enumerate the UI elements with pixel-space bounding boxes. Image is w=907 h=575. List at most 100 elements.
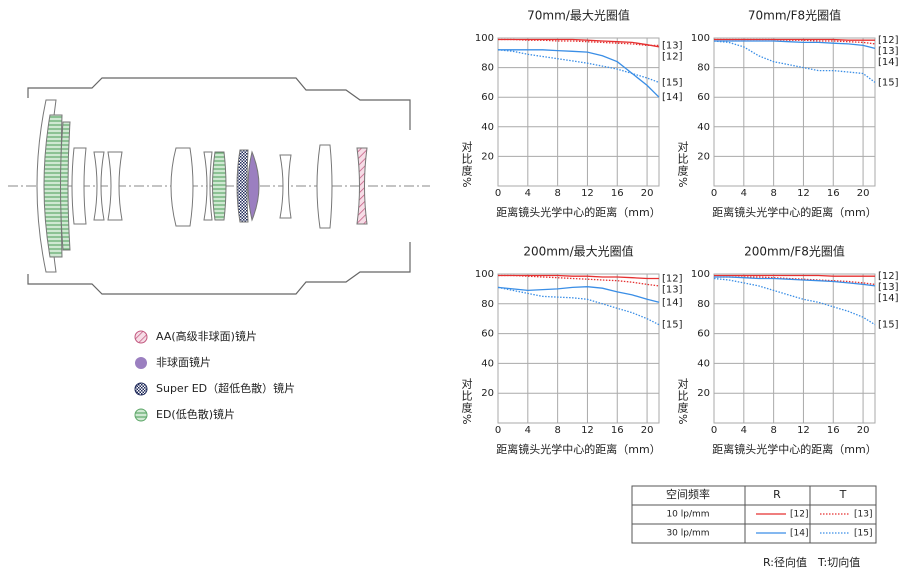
table-cell: 30 lp/mm: [666, 529, 709, 539]
lens-ed: [212, 151, 227, 221]
table-header: T: [839, 488, 847, 501]
x-tick-label: 12: [797, 188, 810, 199]
x-tick-label: 20: [641, 188, 654, 199]
series-line: [498, 274, 660, 287]
series-label: [15]: [878, 77, 899, 88]
y-tick-label: 80: [481, 299, 494, 310]
series-line: [498, 38, 660, 48]
series-label: [15]: [662, 77, 683, 88]
lens-ed: [43, 114, 63, 258]
lens-super-ed: [236, 149, 249, 223]
plot-frame: [713, 37, 876, 187]
chart-title: 200mm/最大光圈值: [523, 244, 633, 259]
y-tick-label: 40: [481, 122, 494, 133]
series-label: [14]: [878, 57, 899, 68]
lens: [279, 154, 292, 219]
series-label: [14]: [662, 297, 683, 308]
x-tick-label: 16: [827, 188, 840, 199]
lens-diagram: [8, 77, 430, 295]
x-tick-label: 12: [797, 425, 810, 436]
y-tick-label: 40: [697, 122, 710, 133]
y-tick-label: 40: [697, 358, 710, 369]
plot-frame: [713, 273, 876, 424]
x-axis-label: 距离镜头光学中心的距离（mm）: [496, 205, 660, 219]
legend-icon: [134, 330, 148, 344]
table-cell: [14]: [790, 529, 808, 539]
barrel: [27, 77, 411, 295]
legend-icon: [135, 357, 147, 369]
footnote: R:径向值 T:切向值: [763, 555, 860, 569]
series-label: [13]: [878, 282, 899, 293]
y-tick-label: 80: [697, 63, 710, 74]
series-line: [498, 49, 660, 98]
y-tick-label: 20: [697, 388, 710, 399]
plot-frame: [497, 37, 660, 187]
series-line: [713, 40, 876, 83]
y-tick-label: 60: [481, 329, 494, 340]
x-tick-label: 12: [581, 425, 594, 436]
y-tick-label: 20: [481, 151, 494, 162]
x-tick-label: 20: [641, 425, 654, 436]
series-label: [15]: [878, 320, 899, 331]
series-label: [15]: [662, 320, 683, 331]
lens: [170, 147, 194, 227]
series-line: [714, 274, 875, 277]
series-line: [713, 277, 876, 326]
x-tick-label: 0: [495, 425, 501, 436]
x-tick-label: 8: [770, 425, 776, 436]
series-label: [14]: [878, 293, 899, 304]
x-tick-label: 12: [581, 188, 594, 199]
legend-icon: [134, 408, 148, 422]
legend-label: ED(低色散)镜片: [156, 407, 235, 421]
lens: [93, 151, 105, 221]
x-tick-label: 0: [711, 425, 717, 436]
x-tick-label: 16: [611, 425, 624, 436]
y-axis-label: 对比度%: [676, 377, 689, 426]
y-tick-label: 60: [697, 329, 710, 340]
y-tick-label: 80: [697, 299, 710, 310]
lens-ed: [60, 121, 71, 251]
y-tick-label: 100: [691, 33, 710, 44]
series-label: [14]: [662, 92, 683, 103]
chart-title: 70mm/最大光圈值: [527, 8, 630, 23]
y-tick-label: 60: [697, 92, 710, 103]
x-tick-label: 4: [741, 188, 747, 199]
lens-aa: [356, 147, 368, 225]
series-line: [714, 38, 876, 45]
series-label: [12]: [878, 271, 899, 282]
x-tick-label: 16: [611, 188, 624, 199]
lens: [107, 151, 123, 221]
y-axis-label: 对比度%: [676, 140, 689, 189]
series-line: [497, 286, 660, 303]
table-cell: [15]: [854, 529, 872, 539]
x-axis-label: 距离镜头光学中心的距离（mm）: [496, 442, 660, 456]
x-tick-label: 8: [554, 188, 560, 199]
x-tick-label: 0: [495, 188, 501, 199]
legend-label: 非球面镜片: [156, 355, 211, 369]
series-line: [714, 40, 876, 50]
y-tick-label: 100: [475, 33, 494, 44]
series-line: [714, 276, 876, 287]
series-label: [13]: [662, 40, 683, 51]
y-tick-label: 100: [691, 269, 710, 280]
legend-label: Super ED（超低色散）镜片: [156, 381, 295, 395]
x-tick-label: 8: [770, 188, 776, 199]
table-cell: [12]: [790, 510, 808, 520]
x-tick-label: 20: [857, 188, 870, 199]
series-label: [12]: [878, 35, 899, 46]
series-label: [12]: [662, 273, 683, 284]
x-axis-label: 距离镜头光学中心的距离（mm）: [712, 442, 876, 456]
x-tick-label: 8: [554, 425, 560, 436]
y-tick-label: 60: [481, 92, 494, 103]
x-tick-label: 20: [857, 425, 870, 436]
series-line: [498, 38, 659, 47]
legend-label: AA(高级非球面)镜片: [156, 329, 257, 343]
y-axis-label: 对比度%: [460, 377, 473, 426]
series-line: [497, 286, 660, 326]
table-header: R: [773, 488, 781, 501]
x-tick-label: 4: [525, 425, 531, 436]
lens: [316, 144, 333, 229]
chart-title: 200mm/F8光圈值: [744, 244, 845, 259]
legend-icon: [134, 382, 148, 396]
